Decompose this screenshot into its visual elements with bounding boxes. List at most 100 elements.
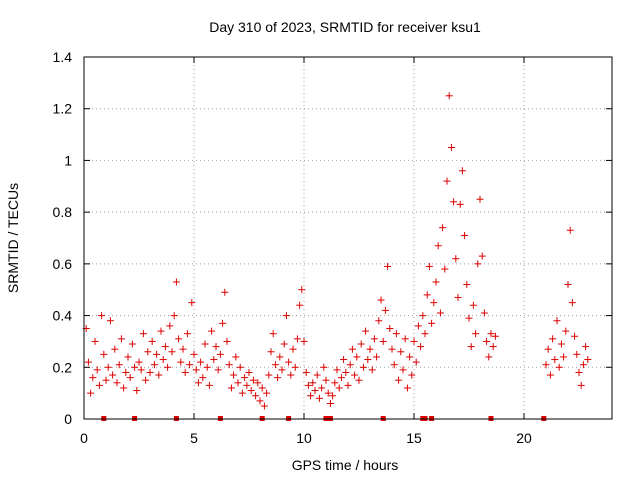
data-point [188, 299, 196, 307]
data-point [131, 363, 139, 371]
x-tick-label: 10 [296, 430, 312, 446]
data-point [153, 350, 161, 358]
data-point [172, 278, 180, 286]
data-point [428, 319, 436, 327]
data-point [164, 363, 172, 371]
data-point [203, 363, 211, 371]
data-point [386, 325, 394, 332]
data-point [571, 332, 579, 340]
data-point [366, 345, 374, 353]
data-point [340, 356, 348, 364]
data-point [318, 384, 326, 392]
data-point [331, 379, 339, 387]
data-point [181, 368, 189, 376]
data-point [84, 358, 92, 366]
data-point [575, 368, 583, 376]
data-point [557, 340, 565, 348]
data-point [223, 337, 231, 345]
data-point [236, 363, 244, 371]
data-point [381, 306, 389, 314]
data-point [469, 301, 477, 309]
data-point [168, 348, 176, 356]
x-tick-label: 5 [190, 430, 198, 446]
data-point [219, 319, 227, 327]
data-point [142, 376, 150, 384]
data-point [401, 335, 409, 343]
data-point [144, 348, 152, 356]
data-point [122, 368, 130, 376]
data-point [249, 376, 257, 384]
data-point [98, 312, 106, 320]
data-point [375, 317, 383, 325]
data-point [113, 379, 121, 387]
data-point [111, 345, 119, 353]
data-point [230, 371, 238, 379]
data-point [183, 330, 191, 338]
data-point [337, 374, 345, 382]
data-point [346, 361, 354, 369]
data-point [454, 293, 462, 301]
data-point [403, 384, 411, 392]
data-point [425, 262, 433, 270]
data-point [179, 345, 187, 353]
data-point [146, 368, 154, 376]
data-point [478, 252, 486, 260]
data-point [258, 384, 266, 392]
data-point [157, 327, 165, 335]
data-point [452, 255, 460, 263]
data-point [214, 366, 222, 374]
data-point [368, 366, 376, 374]
x-axis-label: GPS time / hours [292, 457, 399, 473]
data-point [304, 381, 312, 389]
data-point [463, 281, 471, 289]
data-point [443, 177, 451, 185]
data-point [205, 381, 213, 389]
data-point [351, 371, 359, 379]
data-point [265, 371, 273, 379]
data-point [362, 327, 370, 335]
data-point [344, 381, 352, 389]
data-point [300, 337, 308, 345]
data-point [291, 363, 299, 371]
y-axis-label: SRMTID / TECUs [5, 183, 21, 293]
data-point [155, 371, 163, 379]
data-point [210, 356, 218, 364]
data-point [489, 343, 497, 351]
data-point [335, 384, 343, 392]
data-point [133, 387, 141, 395]
data-point [465, 314, 473, 322]
data-point [293, 335, 301, 343]
data-point [166, 322, 174, 330]
data-point [333, 366, 341, 374]
data-point [175, 335, 183, 343]
data-point [480, 309, 488, 317]
data-point [252, 392, 260, 400]
plot-frame [83, 56, 613, 420]
data-point [296, 301, 304, 309]
chart-title: Day 310 of 2023, SRMTID for receiver ksu… [209, 19, 481, 35]
data-point [421, 330, 429, 338]
data-point [417, 343, 425, 351]
data-point [269, 330, 277, 338]
data-point [551, 356, 559, 364]
data-point [234, 379, 242, 387]
x-axis: 0 5 10 15 20 [80, 57, 532, 446]
y-axis: 0 0.2 0.4 0.6 0.8 1 1.2 1.4 [53, 49, 612, 427]
data-point [439, 224, 447, 232]
data-point [315, 394, 323, 402]
data-point [392, 330, 400, 338]
data-point [254, 379, 262, 387]
y-tick-label: 1.2 [53, 101, 73, 117]
data-point [434, 242, 442, 250]
data-point [370, 335, 378, 343]
data-point [117, 335, 125, 343]
data-point [285, 358, 293, 366]
data-point [95, 381, 103, 389]
y-tick-label: 0.2 [53, 359, 73, 375]
data-point [177, 358, 185, 366]
data-point [562, 327, 570, 335]
data-point [93, 366, 101, 374]
data-point [577, 381, 585, 389]
data-point [267, 348, 275, 356]
